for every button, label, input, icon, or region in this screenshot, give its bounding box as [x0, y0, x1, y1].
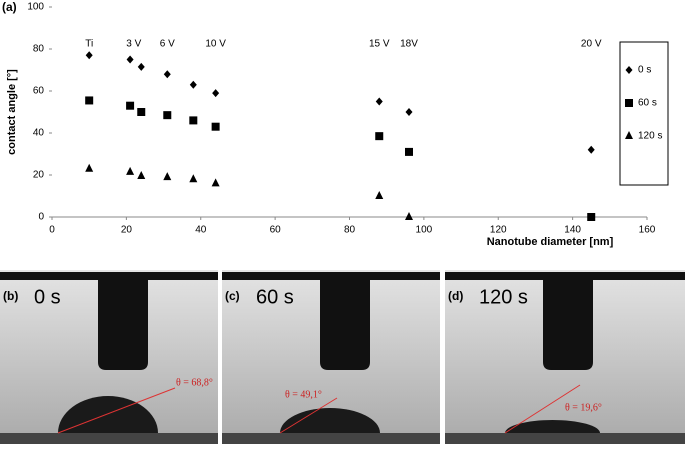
panel-label: (c)	[225, 289, 240, 303]
angle-line	[57, 387, 176, 434]
x-tick-label: 0	[49, 225, 55, 236]
marker	[189, 116, 198, 125]
x-tick-label: 20	[121, 225, 133, 236]
y-tick-label: 80	[33, 44, 45, 55]
marker	[212, 89, 220, 98]
substrate	[0, 433, 218, 444]
droplet	[280, 408, 380, 433]
y-tick-label: 100	[27, 2, 44, 13]
top-bar	[222, 272, 440, 280]
angle-label: θ = 49,1°	[285, 389, 322, 400]
top-bar	[445, 272, 685, 280]
legend-label: 0 s	[638, 65, 651, 76]
marker	[587, 145, 595, 154]
x-tick-label: 60	[270, 225, 282, 236]
annotation: 3 V	[126, 39, 141, 50]
panel-time: 0 s	[34, 286, 61, 308]
marker	[211, 122, 220, 131]
substrate	[222, 433, 440, 444]
legend-marker	[625, 131, 633, 139]
angle-line	[279, 397, 338, 434]
marker	[375, 132, 384, 141]
angle-label: θ = 68,8°	[176, 377, 213, 388]
legend-label: 60 s	[638, 98, 657, 109]
annotation: 6 V	[160, 39, 175, 50]
droplet	[505, 420, 600, 433]
panel-label: (b)	[3, 289, 18, 303]
x-axis-label: Nanotube diameter [nm]	[487, 236, 614, 248]
marker	[587, 213, 596, 221]
marker	[405, 108, 413, 116]
marker	[137, 171, 146, 180]
marker	[126, 166, 135, 175]
marker	[375, 97, 383, 106]
needle	[543, 280, 593, 370]
legend-marker	[625, 66, 633, 74]
marker	[163, 111, 172, 120]
y-axis-label: contact angle [°]	[6, 69, 18, 155]
x-tick-label: 120	[490, 225, 507, 236]
x-tick-label: 140	[564, 225, 581, 236]
legend-label: 120 s	[638, 131, 662, 142]
marker	[405, 147, 413, 156]
marker	[137, 62, 145, 71]
y-tick-label: 60	[33, 86, 45, 97]
angle-label: θ = 19,6°	[565, 402, 602, 413]
panel-time: 60 s	[256, 286, 294, 308]
panel-label: (a)	[2, 0, 17, 14]
marker	[375, 191, 384, 199]
x-tick-label: 100	[416, 225, 433, 236]
panel-time: 120 s	[479, 286, 528, 308]
x-tick-label: 40	[195, 225, 207, 236]
marker	[189, 174, 198, 183]
marker	[137, 108, 146, 116]
marker	[211, 178, 220, 187]
marker	[163, 172, 172, 181]
x-tick-label: 160	[639, 225, 656, 236]
y-tick-label: 0	[38, 212, 44, 223]
substrate	[445, 433, 685, 444]
needle	[320, 280, 370, 370]
panel-label: (d)	[448, 289, 463, 303]
legend-marker	[625, 99, 633, 107]
marker	[405, 212, 413, 220]
marker	[85, 163, 94, 172]
marker	[85, 96, 94, 105]
legend-box	[619, 41, 669, 186]
annotation: Ti	[85, 39, 93, 50]
marker	[163, 70, 171, 79]
annotation: 15 V	[369, 39, 390, 50]
x-tick-label: 80	[344, 225, 356, 236]
angle-line	[504, 384, 581, 434]
marker	[126, 101, 135, 110]
annotation: 18V	[400, 39, 418, 50]
marker	[189, 80, 197, 89]
top-bar	[0, 272, 218, 280]
y-tick-label: 20	[33, 170, 45, 181]
needle	[98, 280, 148, 370]
annotation: 20 V	[581, 39, 602, 50]
marker	[126, 55, 134, 64]
annotation: 10 V	[205, 39, 226, 50]
y-tick-label: 40	[33, 128, 45, 139]
marker	[85, 51, 93, 60]
